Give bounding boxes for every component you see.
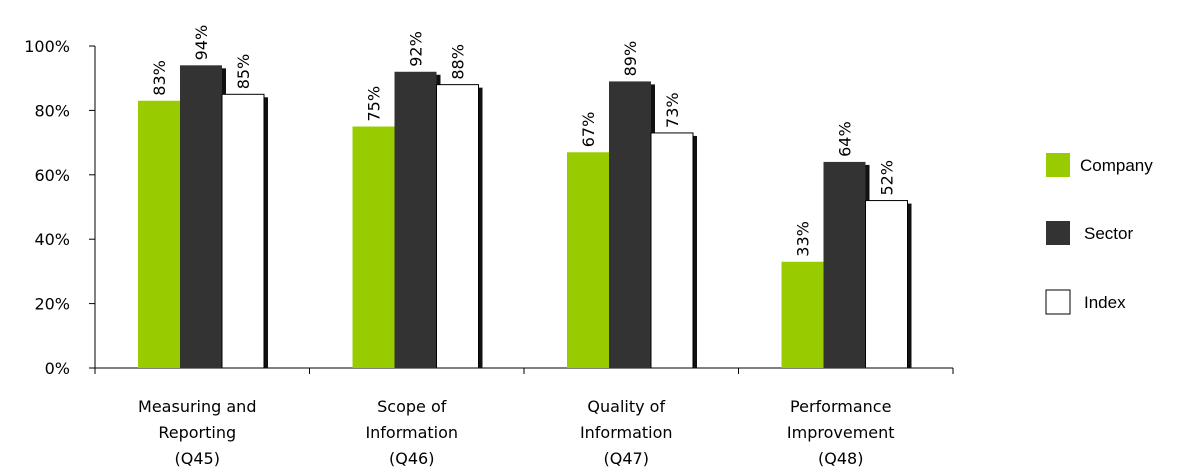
chart-legend: Company Sector Index bbox=[1045, 153, 1153, 315]
x-category-label: (Q48) bbox=[818, 449, 863, 468]
legend-label-sector: Sector bbox=[1084, 224, 1133, 243]
chart-axes: 0% 20% 40% 60% 80% 100% bbox=[24, 37, 954, 378]
data-label: 33% bbox=[794, 221, 813, 257]
legend-swatch-sector bbox=[1046, 221, 1070, 245]
legend-swatch-index bbox=[1045, 289, 1071, 315]
data-label: 92% bbox=[407, 31, 426, 67]
legend-label-company: Company bbox=[1080, 156, 1153, 175]
bar-sector bbox=[180, 65, 222, 368]
y-tick-label: 0% bbox=[45, 359, 70, 378]
bar-index bbox=[221, 93, 265, 369]
bar-sector bbox=[823, 161, 866, 368]
data-label: 83% bbox=[150, 60, 169, 96]
bar-company bbox=[567, 152, 609, 368]
x-category-label: Quality of bbox=[587, 397, 665, 416]
data-label: 75% bbox=[365, 86, 384, 122]
x-category-label: Information bbox=[365, 423, 458, 442]
legend-label-index: Index bbox=[1084, 293, 1126, 312]
bar-sector bbox=[394, 71, 437, 368]
y-tick-label: 40% bbox=[34, 230, 70, 249]
bar-company bbox=[781, 261, 824, 368]
bar-index bbox=[865, 200, 908, 369]
x-category-label: Measuring and bbox=[138, 397, 256, 416]
x-category-label: Scope of bbox=[377, 397, 447, 416]
data-label: 64% bbox=[836, 121, 855, 157]
bar-index bbox=[436, 84, 479, 369]
x-category-label: Information bbox=[580, 423, 673, 442]
x-category-label: Improvement bbox=[787, 423, 895, 442]
bar-sector bbox=[609, 81, 651, 369]
y-tick-label: 100% bbox=[24, 37, 70, 56]
x-category-label: Performance bbox=[790, 397, 891, 416]
y-tick-label: 60% bbox=[34, 166, 70, 185]
data-label: 52% bbox=[878, 160, 897, 196]
legend-swatch-company bbox=[1046, 153, 1070, 177]
chart-bars bbox=[138, 65, 912, 369]
data-label: 89% bbox=[621, 41, 640, 77]
data-label: 67% bbox=[579, 112, 598, 148]
bar-index bbox=[650, 132, 694, 369]
bar-company bbox=[138, 100, 180, 369]
x-category-label: (Q46) bbox=[389, 449, 434, 468]
chart-category-labels: Measuring and Reporting (Q45) Scope of Infor… bbox=[138, 397, 895, 468]
x-category-label: (Q45) bbox=[175, 449, 220, 468]
y-tick-label: 80% bbox=[34, 101, 70, 120]
data-label: 85% bbox=[234, 54, 253, 90]
data-label: 73% bbox=[663, 92, 682, 128]
data-label: 94% bbox=[192, 25, 211, 61]
x-category-label: (Q47) bbox=[604, 449, 649, 468]
data-label: 88% bbox=[449, 44, 468, 80]
y-tick-label: 20% bbox=[34, 295, 70, 314]
bar-company bbox=[352, 126, 395, 368]
x-category-label: Reporting bbox=[158, 423, 236, 442]
chart-data-labels: 83% 94% 85% 75% 92% 88% 67% 89% 73% 33% 64% 52% bbox=[150, 25, 897, 257]
